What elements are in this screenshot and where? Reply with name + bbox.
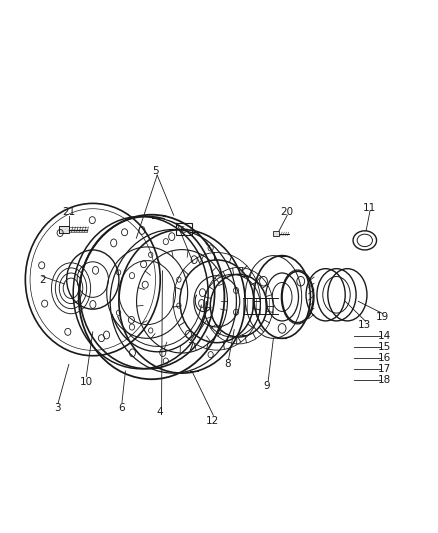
Text: 10: 10 bbox=[80, 377, 93, 387]
Text: 19: 19 bbox=[375, 312, 389, 321]
Text: 2: 2 bbox=[39, 274, 46, 285]
Text: 9: 9 bbox=[264, 381, 270, 391]
Text: 18: 18 bbox=[378, 375, 391, 385]
Text: 8: 8 bbox=[224, 359, 231, 369]
Text: 20: 20 bbox=[280, 207, 293, 217]
Text: 5: 5 bbox=[152, 166, 159, 176]
Text: 12: 12 bbox=[206, 416, 219, 426]
Text: 16: 16 bbox=[378, 353, 391, 363]
Text: 21: 21 bbox=[62, 207, 75, 217]
Bar bbox=[273, 231, 279, 236]
Text: 3: 3 bbox=[55, 403, 61, 413]
Bar bbox=[59, 226, 69, 233]
Bar bbox=[177, 223, 192, 236]
Text: 4: 4 bbox=[157, 407, 163, 417]
Text: 15: 15 bbox=[378, 342, 391, 352]
Text: 6: 6 bbox=[118, 403, 124, 413]
Text: 11: 11 bbox=[363, 203, 376, 213]
Text: 7: 7 bbox=[187, 342, 194, 352]
Text: 14: 14 bbox=[378, 331, 391, 341]
Text: 17: 17 bbox=[378, 364, 391, 374]
Text: 13: 13 bbox=[358, 320, 371, 330]
